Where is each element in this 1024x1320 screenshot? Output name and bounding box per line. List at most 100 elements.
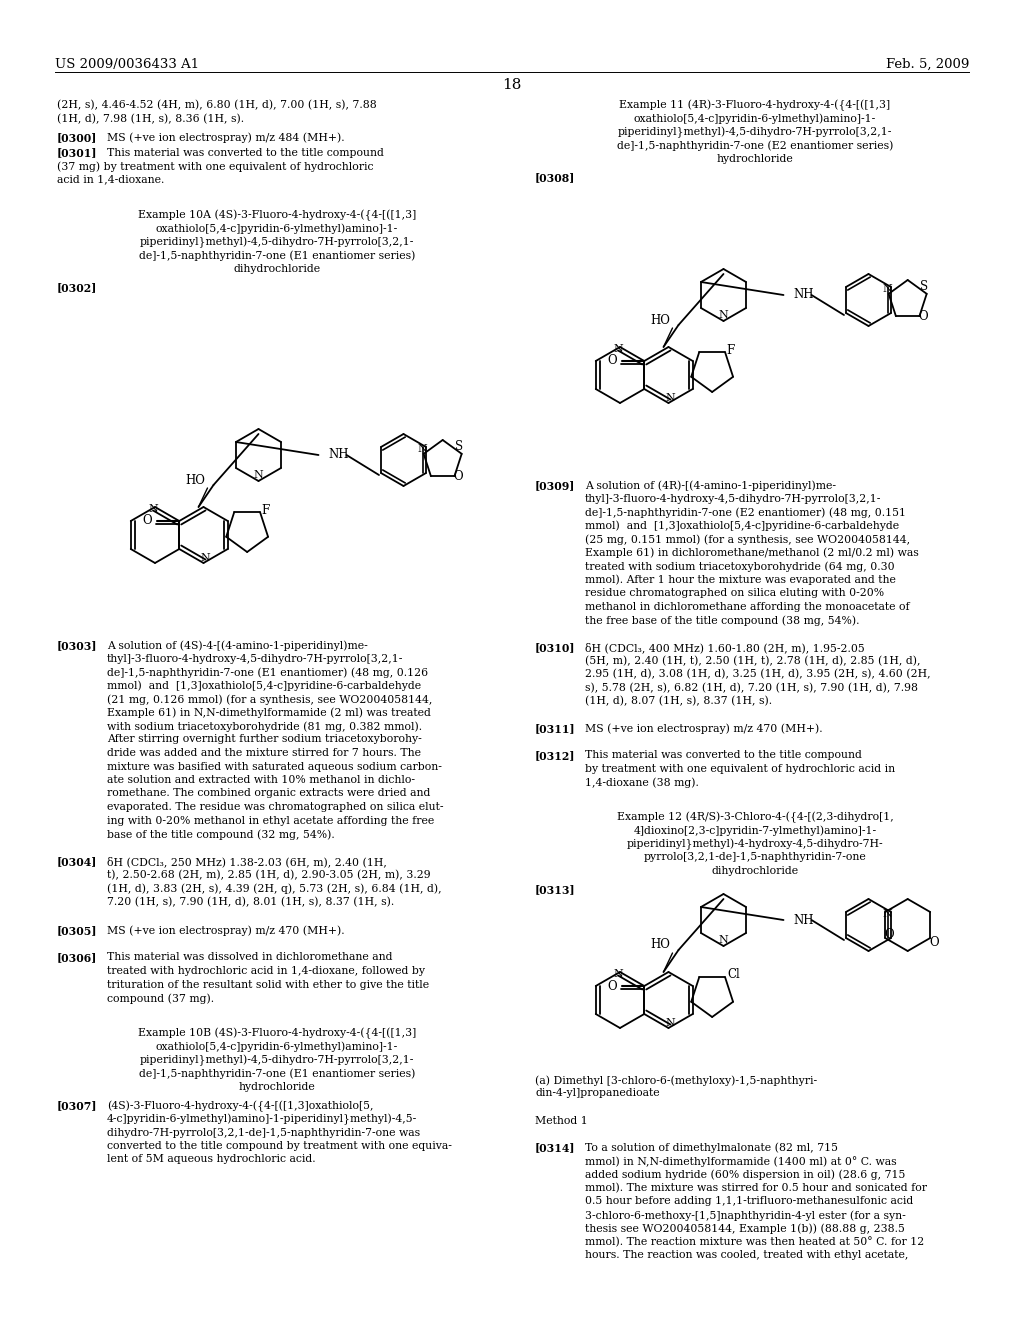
Text: A solution of (4S)-4-[(4-amino-1-piperidinyl)me-: A solution of (4S)-4-[(4-amino-1-piperid… bbox=[106, 640, 368, 651]
Text: δH (CDCl₃, 250 MHz) 1.38-2.03 (6H, m), 2.40 (1H,: δH (CDCl₃, 250 MHz) 1.38-2.03 (6H, m), 2… bbox=[106, 855, 387, 867]
Text: de]-1,5-naphthyridin-7-one (E1 enantiomer) (48 mg, 0.126: de]-1,5-naphthyridin-7-one (E1 enantiome… bbox=[106, 667, 428, 677]
Text: mixture was basified with saturated aqueous sodium carbon-: mixture was basified with saturated aque… bbox=[106, 762, 442, 771]
Text: thyl]-3-fluoro-4-hydroxy-4,5-dihydro-7H-pyrrolo[3,2,1-: thyl]-3-fluoro-4-hydroxy-4,5-dihydro-7H-… bbox=[106, 653, 403, 664]
Text: NH: NH bbox=[794, 289, 814, 301]
Text: piperidinyl}methyl)-4-hydroxy-4,5-dihydro-7H-: piperidinyl}methyl)-4-hydroxy-4,5-dihydr… bbox=[627, 840, 884, 850]
Text: the free base of the title compound (38 mg, 54%).: the free base of the title compound (38 … bbox=[585, 615, 859, 626]
Text: [0302]: [0302] bbox=[57, 282, 97, 293]
Text: [0310]: [0310] bbox=[535, 642, 575, 653]
Text: (1H, d), 3.83 (2H, s), 4.39 (2H, q), 5.73 (2H, s), 6.84 (1H, d),: (1H, d), 3.83 (2H, s), 4.39 (2H, q), 5.7… bbox=[106, 883, 441, 894]
Text: lent of 5M aqueous hydrochloric acid.: lent of 5M aqueous hydrochloric acid. bbox=[106, 1155, 315, 1164]
Text: N: N bbox=[882, 284, 892, 294]
Text: dihydrochloride: dihydrochloride bbox=[712, 866, 799, 876]
Text: evaporated. The residue was chromatographed on silica elut-: evaporated. The residue was chromatograp… bbox=[106, 803, 443, 812]
Text: MS (+ve ion electrospray) m/z 470 (MH+).: MS (+ve ion electrospray) m/z 470 (MH+). bbox=[585, 723, 822, 734]
Text: (1H, d), 7.98 (1H, s), 8.36 (1H, s).: (1H, d), 7.98 (1H, s), 8.36 (1H, s). bbox=[57, 114, 244, 124]
Text: S: S bbox=[455, 440, 463, 453]
Text: piperidinyl}methyl)-4,5-dihydro-7H-pyrrolo[3,2,1-: piperidinyl}methyl)-4,5-dihydro-7H-pyrro… bbox=[140, 1055, 414, 1067]
Text: O: O bbox=[885, 928, 894, 940]
Text: O: O bbox=[930, 936, 939, 949]
Text: piperidinyl}methyl)-4,5-dihydro-7H-pyrrolo[3,2,1-: piperidinyl}methyl)-4,5-dihydro-7H-pyrro… bbox=[617, 127, 892, 139]
Text: residue chromatographed on silica eluting with 0-20%: residue chromatographed on silica elutin… bbox=[585, 587, 884, 598]
Text: piperidinyl}methyl)-4,5-dihydro-7H-pyrrolo[3,2,1-: piperidinyl}methyl)-4,5-dihydro-7H-pyrro… bbox=[140, 236, 414, 248]
Text: HO: HO bbox=[185, 474, 206, 487]
Text: oxathiolo[5,4-c]pyridin-6-ylmethyl)amino]-1-: oxathiolo[5,4-c]pyridin-6-ylmethyl)amino… bbox=[156, 1041, 398, 1052]
Text: (25 mg, 0.151 mmol) (for a synthesis, see WO2004058144,: (25 mg, 0.151 mmol) (for a synthesis, se… bbox=[585, 535, 910, 545]
Text: NH: NH bbox=[794, 913, 814, 927]
Text: N: N bbox=[666, 393, 676, 403]
Text: [0314]: [0314] bbox=[535, 1143, 575, 1154]
Text: A solution of (4R)-[(4-amino-1-piperidinyl)me-: A solution of (4R)-[(4-amino-1-piperidin… bbox=[585, 480, 836, 491]
Text: oxathiolo[5,4-c]pyridin-6-ylmethyl)amino]-1-: oxathiolo[5,4-c]pyridin-6-ylmethyl)amino… bbox=[156, 223, 398, 234]
Text: After stirring overnight further sodium triacetoxyborohy-: After stirring overnight further sodium … bbox=[106, 734, 422, 744]
Text: base of the title compound (32 mg, 54%).: base of the title compound (32 mg, 54%). bbox=[106, 829, 335, 840]
Text: O: O bbox=[607, 355, 617, 367]
Text: added sodium hydride (60% dispersion in oil) (28.6 g, 715: added sodium hydride (60% dispersion in … bbox=[585, 1170, 905, 1180]
Text: O: O bbox=[454, 470, 464, 483]
Text: US 2009/0036433 A1: US 2009/0036433 A1 bbox=[55, 58, 199, 71]
Text: t), 2.50-2.68 (2H, m), 2.85 (1H, d), 2.90-3.05 (2H, m), 3.29: t), 2.50-2.68 (2H, m), 2.85 (1H, d), 2.9… bbox=[106, 870, 431, 880]
Text: MS (+ve ion electrospray) m/z 470 (MH+).: MS (+ve ion electrospray) m/z 470 (MH+). bbox=[106, 925, 345, 936]
Text: This material was converted to the title compound: This material was converted to the title… bbox=[585, 750, 862, 760]
Text: ing with 0-20% methanol in ethyl acetate affording the free: ing with 0-20% methanol in ethyl acetate… bbox=[106, 816, 434, 825]
Text: din-4-yl]propanedioate: din-4-yl]propanedioate bbox=[535, 1089, 659, 1098]
Text: [0300]: [0300] bbox=[57, 132, 97, 143]
Text: de]-1,5-naphthyridin-7-one (E1 enantiomer series): de]-1,5-naphthyridin-7-one (E1 enantiome… bbox=[139, 1068, 415, 1078]
Text: [0312]: [0312] bbox=[535, 750, 575, 762]
Text: thyl]-3-fluoro-4-hydroxy-4,5-dihydro-7H-pyrrolo[3,2,1-: thyl]-3-fluoro-4-hydroxy-4,5-dihydro-7H-… bbox=[585, 494, 882, 503]
Text: mmol)  and  [1,3]oxathiolo[5,4-c]pyridine-6-carbaldehyde: mmol) and [1,3]oxathiolo[5,4-c]pyridine-… bbox=[106, 681, 421, 692]
Text: [0304]: [0304] bbox=[57, 855, 97, 867]
Text: N: N bbox=[417, 444, 427, 454]
Text: thesis see WO2004058144, Example 1(b)) (88.88 g, 238.5: thesis see WO2004058144, Example 1(b)) (… bbox=[585, 1224, 905, 1234]
Text: N: N bbox=[719, 310, 728, 319]
Text: O: O bbox=[919, 309, 929, 322]
Text: To a solution of dimethylmalonate (82 ml, 715: To a solution of dimethylmalonate (82 ml… bbox=[585, 1143, 838, 1154]
Text: [0308]: [0308] bbox=[535, 173, 575, 183]
Text: pyrrolo[3,2,1-de]-1,5-naphthyridin-7-one: pyrrolo[3,2,1-de]-1,5-naphthyridin-7-one bbox=[644, 853, 866, 862]
Text: N: N bbox=[254, 470, 263, 480]
Text: N: N bbox=[882, 909, 892, 919]
Text: N: N bbox=[613, 969, 623, 979]
Text: 4]dioxino[2,3-c]pyridin-7-ylmethyl)amino]-1-: 4]dioxino[2,3-c]pyridin-7-ylmethyl)amino… bbox=[634, 825, 877, 836]
Text: 2.95 (1H, d), 3.08 (1H, d), 3.25 (1H, d), 3.95 (2H, s), 4.60 (2H,: 2.95 (1H, d), 3.08 (1H, d), 3.25 (1H, d)… bbox=[585, 669, 931, 680]
Text: compound (37 mg).: compound (37 mg). bbox=[106, 993, 214, 1003]
Text: hydrochloride: hydrochloride bbox=[717, 154, 794, 164]
Text: Example 10A (4S)-3-Fluoro-4-hydroxy-4-({4-[([1,3]: Example 10A (4S)-3-Fluoro-4-hydroxy-4-({… bbox=[138, 210, 416, 220]
Text: δH (CDCl₃, 400 MHz) 1.60-1.80 (2H, m), 1.95-2.05: δH (CDCl₃, 400 MHz) 1.60-1.80 (2H, m), 1… bbox=[585, 642, 864, 653]
Text: (a) Dimethyl [3-chloro-6-(methyloxy)-1,5-naphthyri-: (a) Dimethyl [3-chloro-6-(methyloxy)-1,5… bbox=[535, 1074, 817, 1085]
Text: F: F bbox=[726, 343, 734, 356]
Text: converted to the title compound by treatment with one equiva-: converted to the title compound by treat… bbox=[106, 1140, 452, 1151]
Text: treated with sodium triacetoxyborohydride (64 mg, 0.30: treated with sodium triacetoxyborohydrid… bbox=[585, 561, 895, 572]
Text: O: O bbox=[607, 979, 617, 993]
Text: ate solution and extracted with 10% methanol in dichlo-: ate solution and extracted with 10% meth… bbox=[106, 775, 415, 785]
Text: This material was dissolved in dichloromethane and: This material was dissolved in dichlorom… bbox=[106, 953, 392, 962]
Text: Cl: Cl bbox=[728, 969, 740, 982]
Text: mmol)  and  [1,3]oxathiolo[5,4-c]pyridine-6-carbaldehyde: mmol) and [1,3]oxathiolo[5,4-c]pyridine-… bbox=[585, 520, 899, 531]
Text: mmol). After 1 hour the mixture was evaporated and the: mmol). After 1 hour the mixture was evap… bbox=[585, 574, 896, 585]
Text: (5H, m), 2.40 (1H, t), 2.50 (1H, t), 2.78 (1H, d), 2.85 (1H, d),: (5H, m), 2.40 (1H, t), 2.50 (1H, t), 2.7… bbox=[585, 656, 921, 665]
Text: hydrochloride: hydrochloride bbox=[239, 1082, 315, 1092]
Text: Method 1: Method 1 bbox=[535, 1115, 588, 1126]
Text: acid in 1,4-dioxane.: acid in 1,4-dioxane. bbox=[57, 174, 165, 185]
Text: methanol in dichloromethane affording the monoacetate of: methanol in dichloromethane affording th… bbox=[585, 602, 909, 611]
Text: 4-c]pyridin-6-ylmethyl)amino]-1-piperidinyl}methyl)-4,5-: 4-c]pyridin-6-ylmethyl)amino]-1-piperidi… bbox=[106, 1114, 417, 1126]
Text: treated with hydrochloric acid in 1,4-dioxane, followed by: treated with hydrochloric acid in 1,4-di… bbox=[106, 966, 425, 975]
Text: trituration of the resultant solid with ether to give the title: trituration of the resultant solid with … bbox=[106, 979, 429, 990]
Text: de]-1,5-naphthyridin-7-one (E2 enantiomer series): de]-1,5-naphthyridin-7-one (E2 enantiome… bbox=[616, 140, 893, 150]
Text: F: F bbox=[261, 503, 269, 516]
Text: HO: HO bbox=[650, 314, 671, 326]
Text: mmol). The mixture was stirred for 0.5 hour and sonicated for: mmol). The mixture was stirred for 0.5 h… bbox=[585, 1183, 927, 1193]
Text: Example 12 (4R/S)-3-Chloro-4-({4-[(2,3-dihydro[1,: Example 12 (4R/S)-3-Chloro-4-({4-[(2,3-d… bbox=[616, 812, 893, 824]
Text: [0306]: [0306] bbox=[57, 953, 97, 964]
Text: Example 10B (4S)-3-Fluoro-4-hydroxy-4-({4-[([1,3]: Example 10B (4S)-3-Fluoro-4-hydroxy-4-({… bbox=[138, 1028, 416, 1039]
Text: s), 5.78 (2H, s), 6.82 (1H, d), 7.20 (1H, s), 7.90 (1H, d), 7.98: s), 5.78 (2H, s), 6.82 (1H, d), 7.20 (1H… bbox=[585, 682, 918, 693]
Text: Feb. 5, 2009: Feb. 5, 2009 bbox=[886, 58, 969, 71]
Text: de]-1,5-naphthyridin-7-one (E1 enantiomer series): de]-1,5-naphthyridin-7-one (E1 enantiome… bbox=[139, 249, 415, 260]
Text: 1,4-dioxane (38 mg).: 1,4-dioxane (38 mg). bbox=[585, 777, 698, 788]
Text: [0309]: [0309] bbox=[535, 480, 575, 491]
Text: MS (+ve ion electrospray) m/z 484 (MH+).: MS (+ve ion electrospray) m/z 484 (MH+). bbox=[106, 132, 345, 143]
Text: oxathiolo[5,4-c]pyridin-6-ylmethyl)amino]-1-: oxathiolo[5,4-c]pyridin-6-ylmethyl)amino… bbox=[634, 114, 877, 124]
Text: N: N bbox=[666, 1018, 676, 1028]
Text: mmol). The reaction mixture was then heated at 50° C. for 12: mmol). The reaction mixture was then hea… bbox=[585, 1237, 925, 1247]
Text: 7.20 (1H, s), 7.90 (1H, d), 8.01 (1H, s), 8.37 (1H, s).: 7.20 (1H, s), 7.90 (1H, d), 8.01 (1H, s)… bbox=[106, 896, 394, 907]
